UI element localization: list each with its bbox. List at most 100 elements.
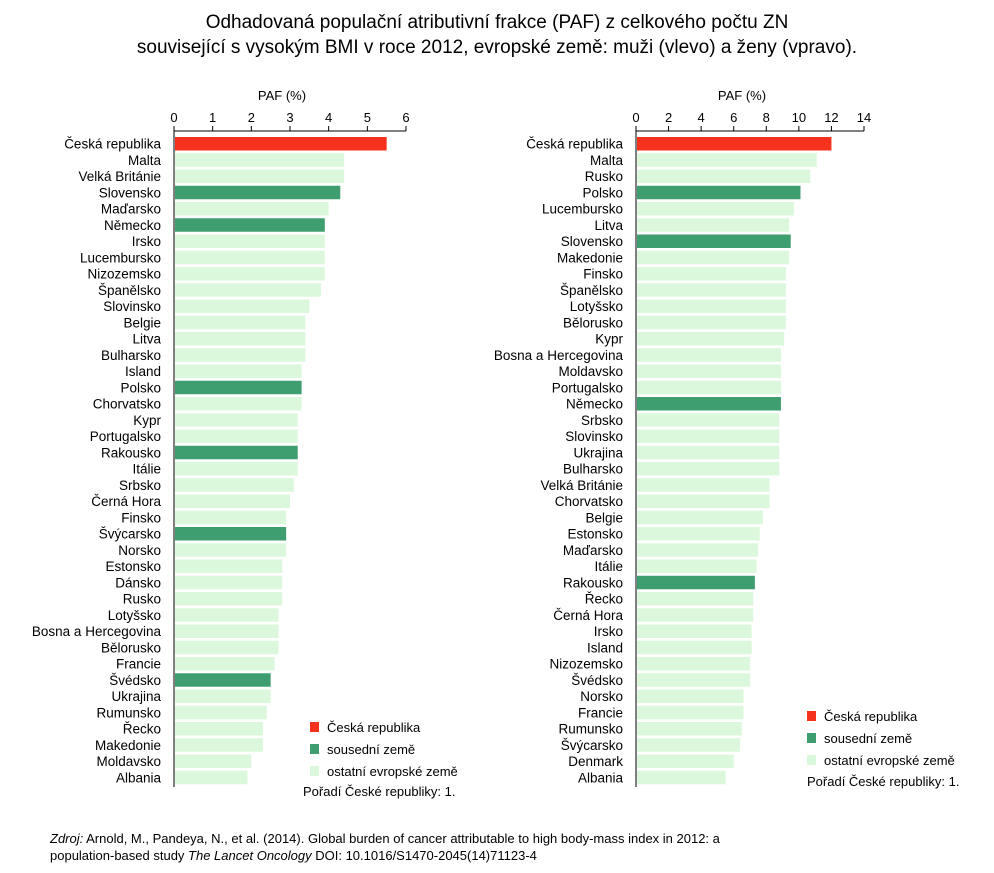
women-category-label: Denmark (568, 754, 623, 769)
men-bar (175, 624, 279, 638)
men-bar (175, 137, 387, 151)
women-bar (637, 592, 754, 606)
men-rank-note: Pořadí České republiky: 1. (303, 784, 455, 799)
women-category-label: Portugalsko (552, 380, 623, 395)
men-bar (175, 494, 290, 508)
men-category-label: Finsko (121, 510, 161, 525)
men-bar (175, 462, 298, 476)
men-category-label: Bosna a Hercegovina (32, 624, 162, 639)
men-category-label: Malta (128, 153, 162, 168)
men-category-label: Rusko (123, 592, 161, 607)
women-bar (637, 673, 750, 687)
men-tick-label: 6 (402, 110, 409, 125)
men-category-label: Moldavsko (96, 754, 161, 769)
women-bar (637, 559, 757, 573)
men-bar (175, 754, 252, 768)
women-category-label: Lotyšsko (570, 299, 623, 314)
women-category-label: Bělorusko (563, 315, 623, 330)
men-category-label: Ukrajina (111, 689, 161, 704)
men-bar (175, 169, 345, 183)
men-category-label: Švýcarsko (99, 527, 161, 542)
men-legend-label-neighbor: sousední země (327, 742, 415, 757)
men-category-label: Lotyšsko (108, 608, 161, 623)
men-tick-label: 1 (209, 110, 216, 125)
men-category-label: Česká republika (64, 137, 161, 152)
men-bar (175, 332, 306, 346)
men-category-label: Rakousko (101, 445, 161, 460)
source-journal: The Lancet Oncology (188, 848, 312, 863)
women-bar (637, 348, 781, 362)
men-tick-label: 0 (170, 110, 177, 125)
men-bar (175, 738, 263, 752)
women-bar (637, 429, 780, 443)
women-bar (637, 527, 760, 541)
women-tick-label: 12 (824, 110, 838, 125)
men-category-label: Německo (104, 218, 161, 233)
women-category-label: Nizozemsko (549, 657, 623, 672)
women-bar (637, 754, 734, 768)
women-category-label: Lucembursko (542, 202, 623, 217)
women-bar (637, 299, 786, 313)
men-category-label: Slovensko (99, 185, 161, 200)
men-bar (175, 283, 321, 297)
women-category-label: Litva (594, 218, 623, 233)
men-tick-label: 4 (325, 110, 332, 125)
women-bar (637, 510, 764, 525)
men-category-label: Lucembursko (80, 250, 161, 265)
women-bar (637, 624, 752, 638)
men-bar (175, 364, 302, 378)
men-bar (175, 202, 329, 216)
women-bar (637, 185, 801, 200)
men-category-label: Island (125, 364, 161, 379)
women-category-label: Rumunsko (558, 722, 623, 737)
men-bar (175, 413, 298, 427)
men-bar (175, 705, 267, 720)
men-bar (175, 657, 275, 671)
women-category-label: Finsko (583, 267, 623, 282)
women-bar (637, 445, 780, 460)
women-bar (637, 657, 750, 671)
women-category-label: Moldavsko (558, 364, 623, 379)
women-category-label: Slovensko (561, 234, 623, 249)
women-category-label: Velká Británie (540, 478, 623, 493)
men-bar (175, 267, 325, 281)
men-bar (175, 380, 302, 395)
men-bar (175, 445, 298, 460)
women-category-label: Česká republika (526, 137, 623, 152)
women-rank-note: Pořadí České republiky: 1. (807, 774, 959, 789)
women-legend-swatch-czech (807, 711, 816, 721)
women-category-label: Polsko (582, 185, 623, 200)
title-line-2: související s vysokým BMI v roce 2012, e… (136, 37, 858, 58)
men-category-label: Slovinsko (103, 299, 161, 314)
women-bar (637, 689, 744, 703)
men-category-label: Kypr (133, 413, 161, 428)
women-category-label: Španělsko (560, 283, 623, 298)
men-category-label: Srbsko (119, 478, 161, 493)
women-tick-label: 10 (792, 110, 806, 125)
men-category-label: Rumunsko (96, 705, 161, 720)
men-legend-label-other: ostatní evropské země (327, 764, 458, 779)
men-bar (175, 250, 325, 265)
men-tick-label: 2 (248, 110, 255, 125)
women-bar (637, 218, 790, 232)
women-category-label: Kypr (595, 332, 623, 347)
women-tick-label: 0 (632, 110, 639, 125)
women-category-label: Bulharsko (563, 462, 623, 477)
men-bar (175, 185, 341, 200)
women-category-label: Belgie (585, 510, 623, 525)
men-bar (175, 478, 294, 492)
women-bar (637, 705, 744, 720)
women-category-label: Ukrajina (573, 445, 623, 460)
women-tick-label: 8 (763, 110, 770, 125)
men-bar (175, 689, 271, 703)
men-bar (175, 397, 302, 411)
men-bar (175, 559, 283, 573)
women-category-label: Norsko (580, 689, 623, 704)
men-legend-swatch-other (310, 766, 319, 776)
source-text-1: Arnold, M., Pandeya, N., et al. (2014). … (83, 831, 720, 846)
men-category-label: Velká Británie (78, 169, 161, 184)
women-bar (637, 202, 794, 216)
women-bar (637, 364, 781, 378)
women-category-label: Malta (590, 153, 624, 168)
